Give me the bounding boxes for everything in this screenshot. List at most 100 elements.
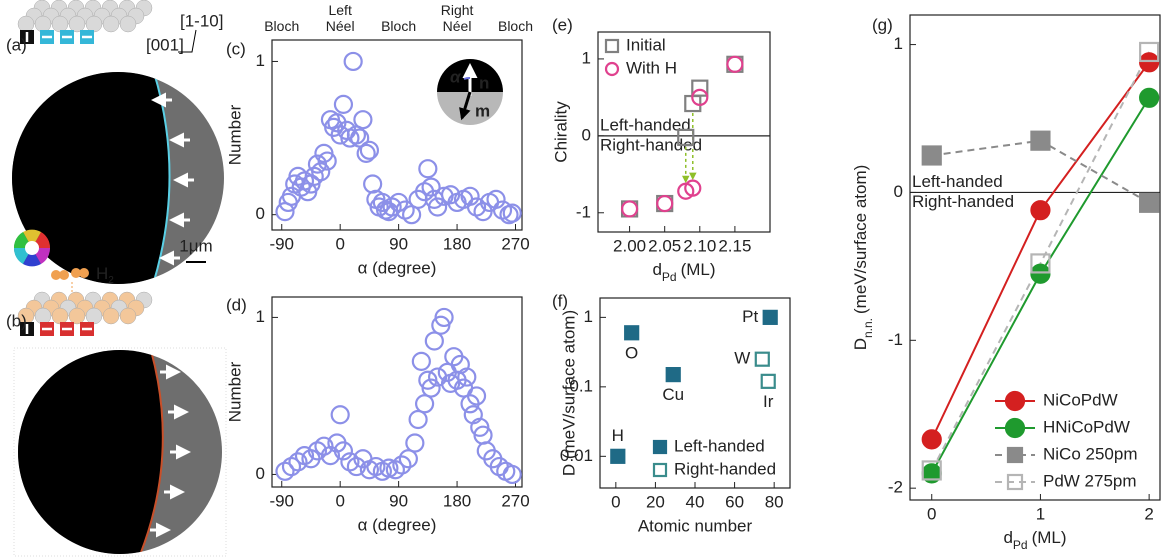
legend-label: HNiCoPdW	[1043, 417, 1130, 436]
marker	[359, 140, 380, 160]
legend-label: With H	[626, 58, 677, 77]
legend-marker	[604, 61, 620, 77]
marker	[460, 186, 480, 206]
marker	[1030, 130, 1051, 151]
spin-arrows	[150, 364, 191, 538]
y-tick-label: 0	[894, 182, 903, 201]
axis-label-part: d	[1003, 528, 1012, 547]
x-tick-label: 2.05	[648, 236, 681, 255]
marker	[311, 162, 331, 182]
marker	[427, 197, 448, 217]
plot-frame	[271, 39, 523, 231]
point-label: W	[734, 349, 750, 368]
marker	[762, 309, 778, 325]
handedness-label: Left-handed	[600, 115, 691, 134]
y-tick-label: -2	[888, 478, 903, 497]
atom	[85, 307, 103, 325]
x-tick-label: 60	[725, 492, 744, 511]
marker	[1030, 253, 1051, 274]
marker	[356, 143, 376, 163]
y-tick-label: 0	[256, 204, 265, 223]
marker	[408, 409, 428, 430]
axis-label-part: n.n.	[861, 318, 875, 338]
marker	[434, 307, 454, 328]
handedness-label: Right-handed	[912, 192, 1014, 211]
axis-label-part: d	[652, 260, 661, 279]
x-tick-label: 0	[927, 504, 936, 523]
marker	[333, 94, 354, 114]
marker	[656, 194, 674, 213]
x-tick-label: 90	[389, 491, 408, 510]
axis-label: Number	[225, 104, 244, 165]
panel-label: (e)	[552, 15, 573, 34]
axis-label: α (degree)	[358, 258, 437, 277]
handedness-label: Left-handed	[912, 172, 1003, 191]
x-tick-label: 2.10	[683, 236, 716, 255]
marker	[624, 325, 640, 341]
marker	[405, 433, 425, 453]
axis-label-part: Pd	[1013, 538, 1028, 552]
marker	[421, 378, 441, 398]
molecule-symbol: H	[96, 264, 108, 283]
wall-type-label: Bloch	[497, 18, 534, 34]
marker	[418, 159, 438, 179]
y-tick-label: 1	[256, 307, 265, 326]
y-tick-label: -1	[576, 202, 591, 221]
legend-label: Initial	[626, 35, 666, 54]
marker	[1139, 87, 1160, 108]
panel-label: (b)	[6, 311, 27, 330]
magnetic-image	[18, 350, 222, 554]
marker	[314, 436, 334, 456]
image-frame	[13, 347, 227, 557]
molecule-subscript: 2	[108, 275, 114, 286]
marker	[317, 151, 337, 171]
legend-marker	[1006, 473, 1024, 491]
inset-arc	[463, 76, 471, 80]
marker	[398, 449, 418, 469]
x-tick-label: 270	[501, 234, 529, 253]
legend-marker	[1004, 390, 1026, 412]
panel-label: (d)	[226, 295, 247, 314]
legend-label: NiCoPdW	[1043, 390, 1118, 409]
atom	[102, 15, 120, 33]
series-line	[930, 51, 1151, 471]
x-tick-label: 90	[389, 234, 408, 253]
point-label: O	[625, 343, 638, 362]
y-tick-label: 0.01	[560, 446, 593, 465]
legend-label: PdW 275pm	[1043, 471, 1137, 490]
spin-arrows	[151, 92, 194, 266]
plot-frame	[271, 296, 523, 488]
marker	[502, 464, 522, 485]
atom	[17, 15, 35, 33]
color-wheel	[13, 229, 51, 267]
legend-label: Right-handed	[674, 459, 776, 478]
axis-label: dPd (ML)	[1003, 528, 1066, 552]
molecule-label: H2	[96, 264, 114, 286]
plot-frame	[597, 31, 771, 233]
atom	[68, 15, 86, 33]
x-tick-label: 0	[335, 491, 344, 510]
direction-label: [1-10]	[180, 11, 223, 30]
axis-label-part: (meV/surface atom)	[851, 165, 870, 314]
inset-label: α	[450, 67, 462, 86]
x-tick-label: -90	[269, 234, 294, 253]
legend-label: Left-handed	[674, 436, 765, 455]
handedness-label: Right-handed	[600, 135, 702, 154]
atom	[34, 15, 52, 33]
axes-glyph	[178, 29, 197, 53]
x-tick-label: 2.00	[613, 236, 646, 255]
marker	[1030, 263, 1051, 284]
marker	[1139, 192, 1160, 213]
x-tick-label: 1	[1036, 504, 1045, 523]
marker	[411, 351, 431, 371]
wall-type-label: Left Néel	[325, 2, 355, 34]
y-tick-label: 0.1	[569, 376, 593, 395]
inset-label: n	[479, 73, 489, 92]
panel-label: (a)	[6, 35, 27, 54]
x-tick-label: 0	[611, 492, 620, 511]
axis-label-part: D	[851, 338, 870, 350]
axis-label-part: (ML)	[681, 260, 716, 279]
x-tick-label: 20	[646, 492, 665, 511]
marker	[424, 331, 444, 351]
marker	[333, 441, 354, 461]
